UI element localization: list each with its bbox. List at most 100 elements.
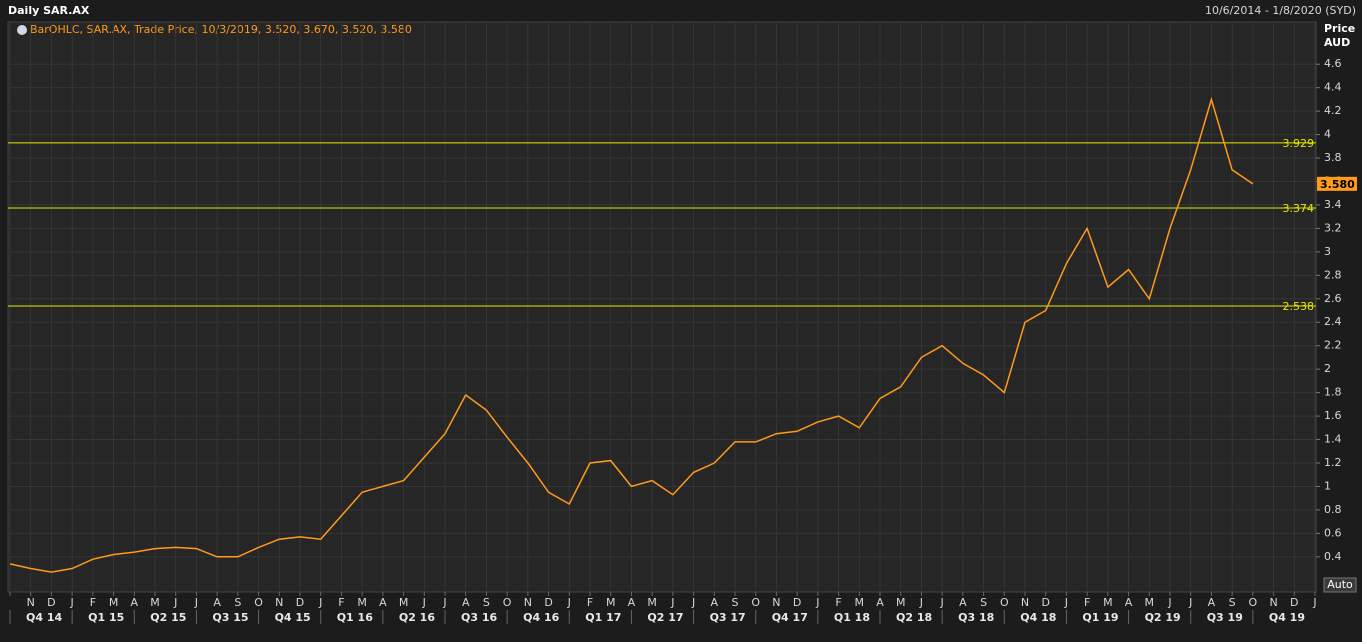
x-tick-label: J (1167, 596, 1171, 609)
last-price-label: 3.580 (1320, 178, 1355, 191)
x-tick-label: N (27, 596, 35, 609)
x-tick-label: J (567, 596, 571, 609)
level-label: 2.538 (1283, 300, 1315, 313)
x-tick-label: A (379, 596, 387, 609)
price-line (9, 96, 1254, 573)
x-tick-label: M (855, 596, 865, 609)
x-tick-label: J (940, 596, 944, 609)
quarter-label: Q4 16 (523, 611, 559, 624)
x-tick-label: J (919, 596, 923, 609)
x-tick-label: D (296, 596, 304, 609)
quarter-label: Q3 15 (212, 611, 248, 624)
x-tick-label: M (606, 596, 616, 609)
x-tick-label: D (1290, 596, 1298, 609)
x-tick-label: N (772, 596, 780, 609)
x-tick-label: A (628, 596, 636, 609)
x-tick-label: F (338, 596, 344, 609)
quarter-label: Q3 18 (958, 611, 994, 624)
y-tick-label: 2.6 (1324, 292, 1342, 305)
x-tick-label: J (173, 596, 177, 609)
x-tick-label: M (109, 596, 119, 609)
x-tick-label: J (670, 596, 674, 609)
x-tick-label: O (503, 596, 512, 609)
quarter-label: Q1 16 (337, 611, 373, 624)
x-tick-label: A (213, 596, 221, 609)
x-tick-label: A (462, 596, 470, 609)
x-tick-label: A (876, 596, 884, 609)
x-tick-label: O (1000, 596, 1009, 609)
x-tick-label: J (422, 596, 426, 609)
y-tick-label: 1.4 (1324, 433, 1342, 446)
x-tick-label: J (442, 596, 446, 609)
x-tick-label: A (1125, 596, 1133, 609)
x-tick-label: M (150, 596, 160, 609)
x-tick-label: N (1269, 596, 1277, 609)
x-tick-label: A (131, 596, 139, 609)
chart-title: Daily SAR.AX (8, 4, 90, 17)
x-tick-label: A (959, 596, 967, 609)
x-tick-label: F (90, 596, 96, 609)
plot-area (7, 21, 1317, 593)
x-tick-label: N (1021, 596, 1029, 609)
x-tick-label: D (544, 596, 552, 609)
x-tick-label: O (751, 596, 760, 609)
y-axis-unit: AUD (1324, 36, 1350, 49)
x-tick-label: S (732, 596, 739, 609)
x-tick-label: M (1145, 596, 1155, 609)
x-tick-label: A (711, 596, 719, 609)
x-tick-label: F (1084, 596, 1090, 609)
y-tick-label: 4 (1324, 128, 1331, 141)
x-tick-label: J (691, 596, 695, 609)
x-tick-label: M (1103, 596, 1113, 609)
y-tick-label: 3.2 (1324, 221, 1342, 234)
legend-icon (17, 25, 27, 35)
x-tick-label: N (524, 596, 532, 609)
x-tick-label: J (815, 596, 819, 609)
quarter-label: Q4 19 (1269, 611, 1305, 624)
x-tick-label: M (357, 596, 367, 609)
quarter-label: Q3 16 (461, 611, 497, 624)
y-tick-label: 2.8 (1324, 268, 1342, 281)
level-label: 3.929 (1283, 137, 1315, 150)
quarter-label: Q3 19 (1207, 611, 1243, 624)
y-tick-label: 4.4 (1324, 81, 1342, 94)
auto-button-label[interactable]: Auto (1327, 578, 1353, 591)
quarter-label: Q4 17 (772, 611, 808, 624)
x-tick-label: J (194, 596, 198, 609)
x-tick-label: J (1064, 596, 1068, 609)
quarter-label: Q1 18 (834, 611, 870, 624)
y-tick-label: 3.4 (1324, 198, 1342, 211)
x-tick-label: D (47, 596, 55, 609)
y-tick-label: 3 (1324, 245, 1331, 258)
level-label: 3.374 (1283, 202, 1315, 215)
quarter-label: Q2 19 (1145, 611, 1181, 624)
y-tick-label: 1.8 (1324, 386, 1342, 399)
x-tick-label: M (399, 596, 409, 609)
auto-button[interactable] (1323, 577, 1357, 593)
y-tick-label: 1.2 (1324, 456, 1342, 469)
y-tick-label: 1.6 (1324, 409, 1342, 422)
x-tick-label: M (896, 596, 906, 609)
y-tick-label: 2.2 (1324, 339, 1342, 352)
x-tick-label: A (1208, 596, 1216, 609)
x-tick-label: S (980, 596, 987, 609)
legend: BarOHLC, SAR.AX, Trade Price, 10/3/2019,… (30, 23, 412, 36)
quarter-label: Q2 18 (896, 611, 932, 624)
x-tick-label: J (70, 596, 74, 609)
x-tick-label: S (1229, 596, 1236, 609)
y-tick-label: 2.4 (1324, 315, 1342, 328)
y-tick-label: 0.4 (1324, 550, 1342, 563)
quarter-label: Q4 18 (1020, 611, 1056, 624)
x-tick-label: S (234, 596, 241, 609)
quarter-label: Q2 15 (150, 611, 186, 624)
y-tick-label: 0.6 (1324, 526, 1342, 539)
quarter-label: Q2 17 (647, 611, 683, 624)
x-tick-label: F (587, 596, 593, 609)
quarter-label: Q1 19 (1082, 611, 1118, 624)
quarter-label: Q4 15 (275, 611, 311, 624)
quarter-label: Q1 15 (88, 611, 124, 624)
last-price-tag (1317, 176, 1357, 191)
quarter-label: Q3 17 (710, 611, 746, 624)
x-tick-label: D (793, 596, 801, 609)
